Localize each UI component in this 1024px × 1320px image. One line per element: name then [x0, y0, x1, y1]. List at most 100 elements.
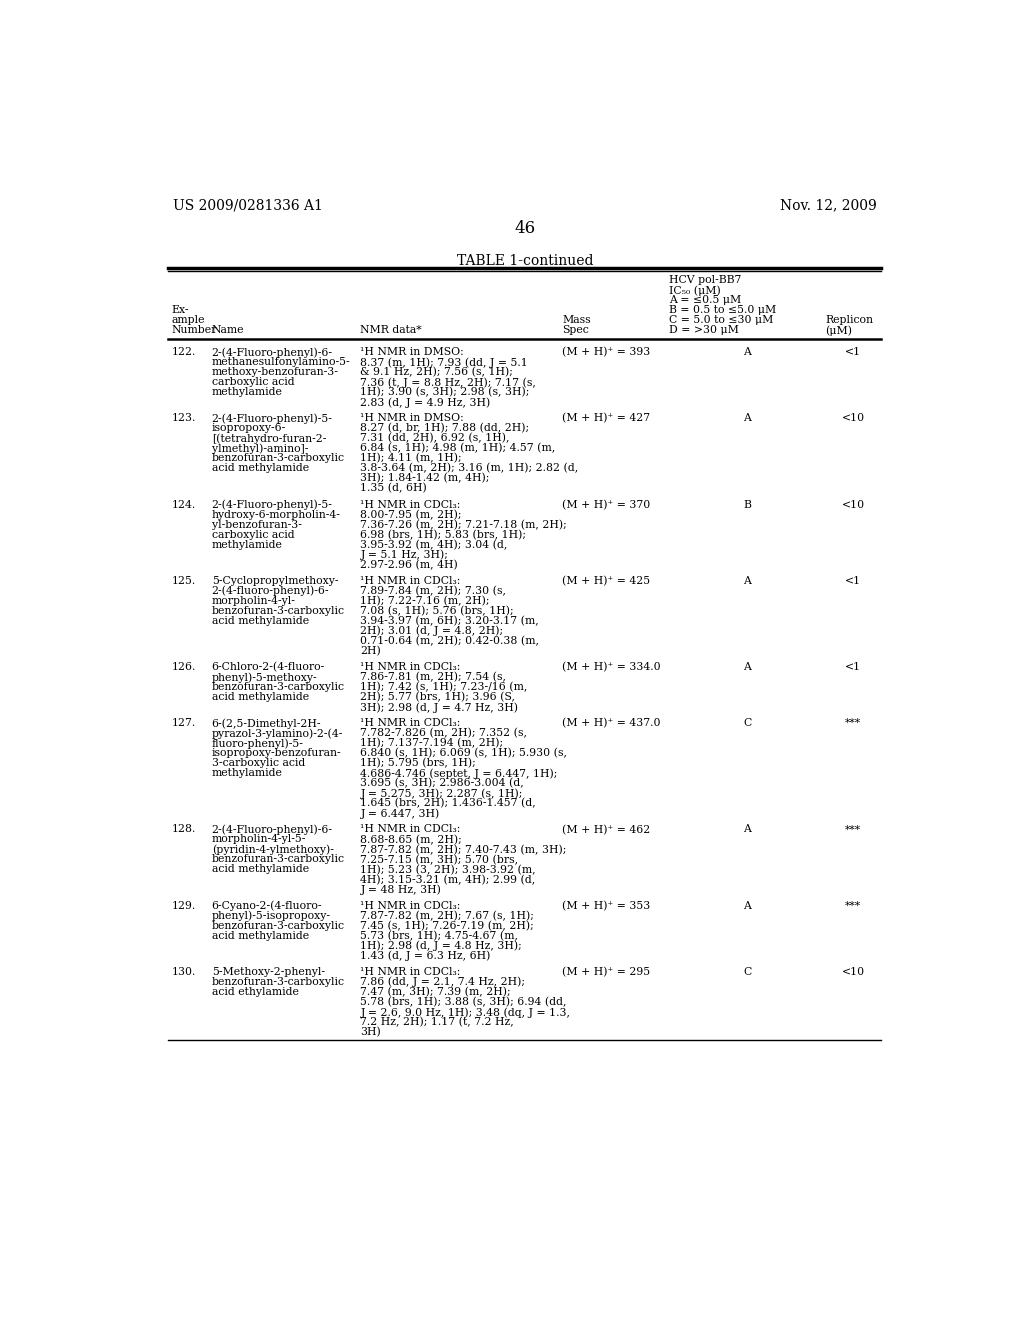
Text: ¹H NMR in CDCl₃:: ¹H NMR in CDCl₃:: [360, 966, 461, 977]
Text: ¹H NMR in DMSO:: ¹H NMR in DMSO:: [360, 347, 464, 356]
Text: isopropoxy-6-: isopropoxy-6-: [212, 424, 286, 433]
Text: 4.686-4.746 (septet, J = 6.447, 1H);: 4.686-4.746 (septet, J = 6.447, 1H);: [360, 768, 558, 779]
Text: J = 5.275, 3H); 2.287 (s, 1H);: J = 5.275, 3H); 2.287 (s, 1H);: [360, 788, 523, 799]
Text: 1.43 (d, J = 6.3 Hz, 6H): 1.43 (d, J = 6.3 Hz, 6H): [360, 950, 490, 961]
Text: 8.37 (m, 1H); 7.93 (dd, J = 5.1: 8.37 (m, 1H); 7.93 (dd, J = 5.1: [360, 358, 528, 368]
Text: acid ethylamide: acid ethylamide: [212, 987, 299, 997]
Text: 7.2 Hz, 2H); 1.17 (t, 7.2 Hz,: 7.2 Hz, 2H); 1.17 (t, 7.2 Hz,: [360, 1016, 514, 1027]
Text: (M + H)⁺ = 353: (M + H)⁺ = 353: [562, 900, 650, 911]
Text: ylmethyl)-amino]-: ylmethyl)-amino]-: [212, 444, 308, 454]
Text: Replicon: Replicon: [825, 315, 873, 326]
Text: 7.86-7.81 (m, 2H); 7.54 (s,: 7.86-7.81 (m, 2H); 7.54 (s,: [360, 672, 507, 682]
Text: 1H); 7.42 (s, 1H); 7.23-/16 (m,: 1H); 7.42 (s, 1H); 7.23-/16 (m,: [360, 682, 528, 693]
Text: yl-benzofuran-3-: yl-benzofuran-3-: [212, 520, 302, 529]
Text: (M + H)⁺ = 427: (M + H)⁺ = 427: [562, 413, 650, 424]
Text: IC₅₀ (μM): IC₅₀ (μM): [669, 285, 721, 296]
Text: 2-(4-Fluoro-phenyl)-6-: 2-(4-Fluoro-phenyl)-6-: [212, 825, 333, 836]
Text: [(tetrahydro-furan-2-: [(tetrahydro-furan-2-: [212, 433, 326, 444]
Text: ¹H NMR in CDCl₃:: ¹H NMR in CDCl₃:: [360, 718, 461, 729]
Text: B = 0.5 to ≤5.0 μM: B = 0.5 to ≤5.0 μM: [669, 305, 776, 315]
Text: ¹H NMR in CDCl₃:: ¹H NMR in CDCl₃:: [360, 825, 461, 834]
Text: <10: <10: [842, 413, 865, 424]
Text: 7.47 (m, 3H); 7.39 (m, 2H);: 7.47 (m, 3H); 7.39 (m, 2H);: [360, 987, 511, 998]
Text: C: C: [743, 718, 752, 729]
Text: 125.: 125.: [171, 576, 196, 586]
Text: 1H); 4.11 (m, 1H);: 1H); 4.11 (m, 1H);: [360, 453, 462, 463]
Text: 2-(4-fluoro-phenyl)-6-: 2-(4-fluoro-phenyl)-6-: [212, 586, 329, 597]
Text: acid methylamide: acid methylamide: [212, 692, 309, 702]
Text: 124.: 124.: [171, 499, 196, 510]
Text: Spec: Spec: [562, 326, 589, 335]
Text: 46: 46: [514, 220, 536, 238]
Text: methylamide: methylamide: [212, 540, 283, 549]
Text: A: A: [743, 663, 752, 672]
Text: 2H); 5.77 (brs, 1H); 3.96 (S,: 2H); 5.77 (brs, 1H); 3.96 (S,: [360, 692, 515, 702]
Text: 129.: 129.: [171, 900, 196, 911]
Text: phenyl)-5-isopropoxy-: phenyl)-5-isopropoxy-: [212, 911, 331, 921]
Text: carboxylic acid: carboxylic acid: [212, 378, 294, 387]
Text: 3.8-3.64 (m, 2H); 3.16 (m, 1H); 2.82 (d,: 3.8-3.64 (m, 2H); 3.16 (m, 1H); 2.82 (d,: [360, 463, 579, 474]
Text: 7.25-7.15 (m, 3H); 5.70 (brs,: 7.25-7.15 (m, 3H); 5.70 (brs,: [360, 854, 518, 865]
Text: 7.36 (t, J = 8.8 Hz, 2H); 7.17 (s,: 7.36 (t, J = 8.8 Hz, 2H); 7.17 (s,: [360, 378, 537, 388]
Text: ¹H NMR in CDCl₃:: ¹H NMR in CDCl₃:: [360, 499, 461, 510]
Text: morpholin-4-yl-: morpholin-4-yl-: [212, 595, 296, 606]
Text: ***: ***: [846, 825, 861, 834]
Text: 3.94-3.97 (m, 6H); 3.20-3.17 (m,: 3.94-3.97 (m, 6H); 3.20-3.17 (m,: [360, 615, 540, 626]
Text: acid methylamide: acid methylamide: [212, 931, 309, 941]
Text: A: A: [743, 413, 752, 424]
Text: 7.89-7.84 (m, 2H); 7.30 (s,: 7.89-7.84 (m, 2H); 7.30 (s,: [360, 586, 507, 597]
Text: ¹H NMR in CDCl₃:: ¹H NMR in CDCl₃:: [360, 576, 461, 586]
Text: ***: ***: [846, 900, 861, 911]
Text: 6.84 (s, 1H); 4.98 (m, 1H); 4.57 (m,: 6.84 (s, 1H); 4.98 (m, 1H); 4.57 (m,: [360, 444, 556, 454]
Text: (M + H)⁺ = 425: (M + H)⁺ = 425: [562, 576, 650, 586]
Text: fluoro-phenyl)-5-: fluoro-phenyl)-5-: [212, 738, 303, 748]
Text: 1.35 (d, 6H): 1.35 (d, 6H): [360, 483, 427, 494]
Text: carboxylic acid: carboxylic acid: [212, 529, 294, 540]
Text: ¹H NMR in CDCl₃:: ¹H NMR in CDCl₃:: [360, 663, 461, 672]
Text: benzofuran-3-carboxylic: benzofuran-3-carboxylic: [212, 606, 345, 615]
Text: J = 2.6, 9.0 Hz, 1H); 3.48 (dq, J = 1.3,: J = 2.6, 9.0 Hz, 1H); 3.48 (dq, J = 1.3,: [360, 1007, 570, 1018]
Text: ample: ample: [171, 315, 205, 326]
Text: A: A: [743, 900, 752, 911]
Text: 3H): 3H): [360, 1027, 381, 1038]
Text: US 2009/0281336 A1: US 2009/0281336 A1: [173, 198, 323, 213]
Text: 2H): 2H): [360, 645, 381, 656]
Text: (μM): (μM): [825, 326, 853, 337]
Text: benzofuran-3-carboxylic: benzofuran-3-carboxylic: [212, 921, 345, 931]
Text: 3H); 2.98 (d, J = 4.7 Hz, 3H): 3H); 2.98 (d, J = 4.7 Hz, 3H): [360, 702, 518, 713]
Text: 6-Cyano-2-(4-fluoro-: 6-Cyano-2-(4-fluoro-: [212, 900, 323, 911]
Text: 7.86 (dd, J = 2.1, 7.4 Hz, 2H);: 7.86 (dd, J = 2.1, 7.4 Hz, 2H);: [360, 977, 525, 987]
Text: 3-carboxylic acid: 3-carboxylic acid: [212, 758, 305, 768]
Text: A: A: [743, 347, 752, 356]
Text: 1H); 3.90 (s, 3H); 2.98 (s, 3H);: 1H); 3.90 (s, 3H); 2.98 (s, 3H);: [360, 387, 529, 397]
Text: phenyl)-5-methoxy-: phenyl)-5-methoxy-: [212, 672, 317, 682]
Text: <10: <10: [842, 966, 865, 977]
Text: <1: <1: [846, 663, 861, 672]
Text: methanesulfonylamino-5-: methanesulfonylamino-5-: [212, 358, 350, 367]
Text: 2-(4-Fluoro-phenyl)-5-: 2-(4-Fluoro-phenyl)-5-: [212, 413, 333, 424]
Text: benzofuran-3-carboxylic: benzofuran-3-carboxylic: [212, 977, 345, 987]
Text: 127.: 127.: [171, 718, 196, 729]
Text: 6-(2,5-Dimethyl-2H-: 6-(2,5-Dimethyl-2H-: [212, 718, 322, 729]
Text: A = ≤0.5 μM: A = ≤0.5 μM: [669, 296, 741, 305]
Text: 2.83 (d, J = 4.9 Hz, 3H): 2.83 (d, J = 4.9 Hz, 3H): [360, 397, 490, 408]
Text: <1: <1: [846, 347, 861, 356]
Text: A: A: [743, 825, 752, 834]
Text: benzofuran-3-carboxylic: benzofuran-3-carboxylic: [212, 682, 345, 692]
Text: 130.: 130.: [171, 966, 196, 977]
Text: 7.87-7.82 (m, 2H); 7.40-7.43 (m, 3H);: 7.87-7.82 (m, 2H); 7.40-7.43 (m, 3H);: [360, 845, 567, 855]
Text: hydroxy-6-morpholin-4-: hydroxy-6-morpholin-4-: [212, 510, 341, 520]
Text: C: C: [743, 966, 752, 977]
Text: J = 48 Hz, 3H): J = 48 Hz, 3H): [360, 884, 441, 895]
Text: acid methylamide: acid methylamide: [212, 463, 309, 474]
Text: 7.45 (s, 1H); 7.26-7.19 (m, 2H);: 7.45 (s, 1H); 7.26-7.19 (m, 2H);: [360, 921, 535, 931]
Text: (M + H)⁺ = 295: (M + H)⁺ = 295: [562, 966, 650, 977]
Text: 1H); 7.137-7.194 (m, 2H);: 1H); 7.137-7.194 (m, 2H);: [360, 738, 504, 748]
Text: 2-(4-Fluoro-phenyl)-5-: 2-(4-Fluoro-phenyl)-5-: [212, 499, 333, 510]
Text: acid methylamide: acid methylamide: [212, 615, 309, 626]
Text: (M + H)⁺ = 370: (M + H)⁺ = 370: [562, 499, 650, 510]
Text: A: A: [743, 576, 752, 586]
Text: morpholin-4-yl-5-: morpholin-4-yl-5-: [212, 834, 306, 845]
Text: methoxy-benzofuran-3-: methoxy-benzofuran-3-: [212, 367, 339, 378]
Text: isopropoxy-benzofuran-: isopropoxy-benzofuran-: [212, 748, 341, 758]
